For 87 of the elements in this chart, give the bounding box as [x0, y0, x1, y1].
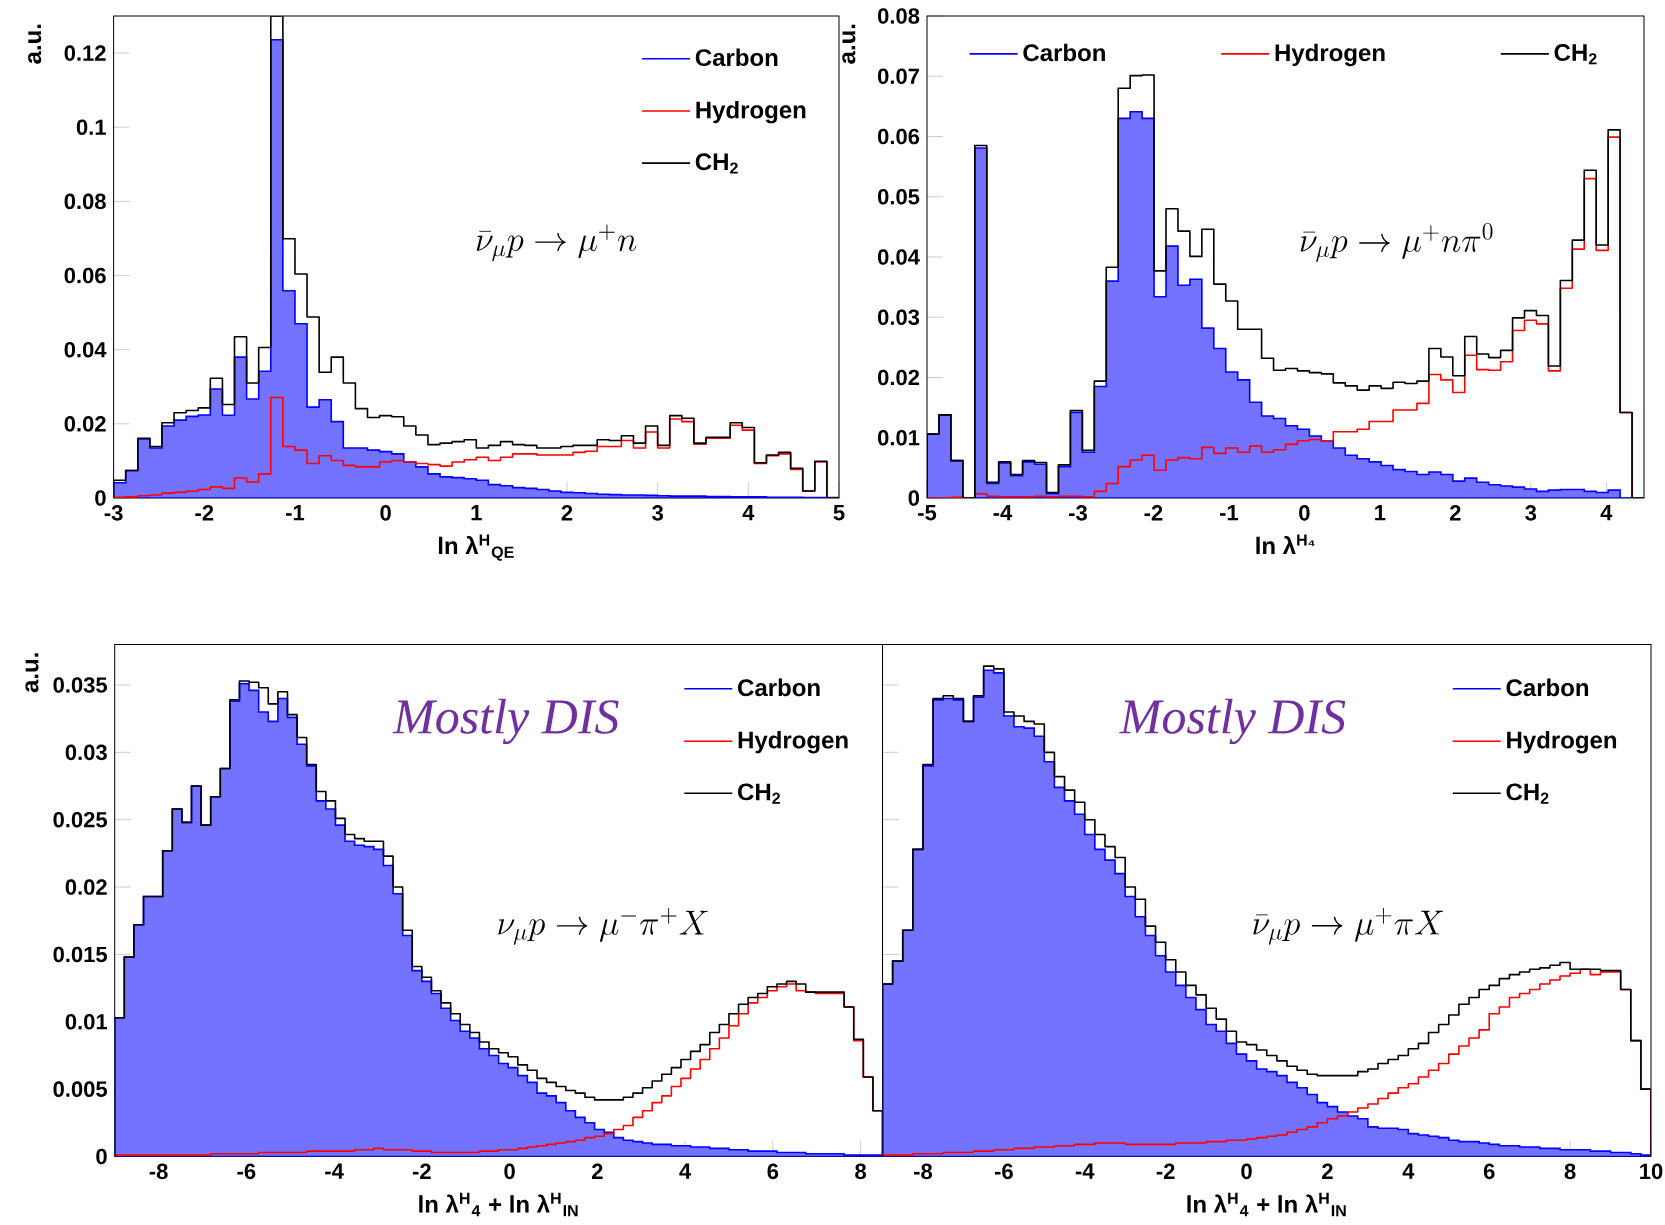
x-tick-label: -3 — [1069, 505, 1087, 521]
text: Mostly DIS — [392, 698, 619, 745]
x-tick-label: 0 — [1299, 505, 1310, 521]
y-tick-label: 0.025 — [53, 811, 108, 828]
y-tick-label: 0.02 — [64, 416, 106, 432]
legend-label: Hydrogen — [738, 731, 848, 754]
y-tick-label: 0.1 — [76, 119, 106, 136]
legend-label: CH$_{2}$ — [1554, 44, 1597, 65]
legend-label: Carbon — [1023, 43, 1105, 62]
x-tick-label: -4 — [993, 505, 1013, 521]
x-tick-label: 2 — [591, 1163, 603, 1179]
y-tick-label: 0.02 — [65, 879, 107, 895]
x-tick-label: -8 — [149, 1163, 168, 1180]
y-tick-label: 0.03 — [65, 744, 107, 761]
x-tick-label: -6 — [994, 1163, 1013, 1180]
x-tick-label: -4 — [325, 1163, 344, 1179]
annotation: $\bar{\nu}_{\mu}p \rightarrow \mu^{+}n\pi^{0}$ — [1300, 223, 1493, 262]
x-tick-label: -2 — [1144, 505, 1163, 521]
x-tick-label: -3 — [104, 505, 123, 521]
x-axis-title: ln λ$^{H}$$_{4}$ + ln λ$^{H}$IN — [419, 1192, 578, 1217]
x-tick-label: 1 — [1375, 505, 1386, 521]
x-axis-title: ln λ$^{H}$$_{4}$ + ln λ$^{H}$IN — [1187, 1192, 1346, 1217]
x-axis-title: ln λ$^{H}$QE — [438, 534, 514, 561]
x-tick-label: -8 — [914, 1163, 933, 1180]
y-tick-label: 0.06 — [64, 267, 106, 284]
x-tick-label: 2 — [561, 505, 573, 521]
y-tick-label: 0 — [908, 490, 920, 506]
y-tick-label: 0.01 — [878, 429, 920, 446]
y-tick-label: 0.05 — [878, 188, 920, 205]
x-tick-label: 0 — [504, 1163, 515, 1180]
x-tick-label: 8 — [855, 1163, 867, 1180]
x-tick-label: 2 — [1322, 1163, 1333, 1179]
x-tick-label: -4 — [1075, 1163, 1095, 1179]
x-tick-label: -2 — [412, 1163, 431, 1179]
x-tick-label: -2 — [195, 505, 214, 521]
legend-label: Hydrogen — [1275, 43, 1385, 67]
y-tick-label: 0.08 — [878, 8, 920, 24]
annotation: $\bar{\nu}_{\mu}p \rightarrow \mu^{+}\pi X$ — [1253, 908, 1444, 945]
legend-label: CH$_{2}$ — [738, 783, 780, 804]
x-tick-label: 10 — [1640, 1163, 1663, 1180]
x-tick-label: 2 — [1449, 505, 1461, 521]
y-tick-label: 0.08 — [64, 193, 106, 210]
y-tick-label: 0.03 — [878, 309, 920, 326]
x-tick-label: -1 — [1219, 505, 1239, 521]
y-axis-title: a.u. — [28, 24, 42, 64]
y-tick-label: 0.035 — [53, 677, 108, 693]
legend-label: CH$_{2}$ — [1506, 783, 1549, 804]
y-tick-label: 0.04 — [64, 341, 107, 358]
x-tick-label: 4 — [742, 505, 755, 521]
y-tick-label: 0 — [96, 1148, 107, 1165]
legend-label: Hydrogen — [1507, 731, 1617, 754]
x-tick-label: 8 — [1564, 1163, 1576, 1180]
text: Mostly DIS — [1119, 698, 1346, 745]
x-tick-label: 4 — [1402, 1163, 1415, 1179]
x-tick-label: 5 — [833, 505, 845, 521]
y-tick-label: 0.005 — [53, 1081, 108, 1097]
legend-label: CH$_{2}$ — [695, 153, 738, 174]
x-tick-label: 0 — [1241, 1163, 1252, 1180]
y-axis-title: a.u. — [25, 653, 39, 693]
y-tick-label: 0.07 — [878, 68, 919, 85]
legend-label: Hydrogen — [696, 100, 806, 124]
x-tick-label: 3 — [1525, 505, 1537, 521]
x-tick-label: 6 — [767, 1163, 779, 1180]
x-axis-title: ln λ$^{H₄}$ — [1256, 534, 1315, 555]
x-tick-label: 4 — [679, 1163, 692, 1179]
x-tick-label: -5 — [918, 505, 937, 521]
annotation: $\bar{\nu}_{\mu}p \rightarrow \mu^{+}n$ — [476, 224, 637, 262]
x-tick-label: -2 — [1156, 1163, 1175, 1179]
y-tick-label: 0.02 — [878, 369, 920, 386]
y-tick-label: 0.015 — [53, 946, 108, 963]
y-tick-label: 0 — [95, 490, 106, 506]
y-axis-title: a.u. — [842, 24, 856, 64]
legend-label: Carbon — [695, 48, 778, 67]
legend-label: Carbon — [1506, 678, 1589, 697]
y-tick-label: 0.06 — [878, 128, 920, 145]
legend-label: Carbon — [738, 678, 820, 697]
annotation: $\nu_{\mu}p \rightarrow \mu^{-}\pi^{+}X$ — [498, 908, 708, 945]
y-tick-label: 0.01 — [65, 1014, 108, 1030]
x-tick-label: 0 — [380, 505, 391, 521]
x-tick-label: 1 — [471, 505, 482, 521]
x-tick-label: -6 — [237, 1163, 256, 1180]
x-tick-label: 6 — [1483, 1163, 1495, 1180]
x-tick-label: 4 — [1600, 505, 1613, 521]
x-tick-label: -1 — [286, 505, 305, 521]
x-tick-label: 3 — [652, 505, 663, 521]
y-tick-label: 0.12 — [64, 45, 106, 61]
y-tick-label: 0.04 — [878, 249, 920, 265]
